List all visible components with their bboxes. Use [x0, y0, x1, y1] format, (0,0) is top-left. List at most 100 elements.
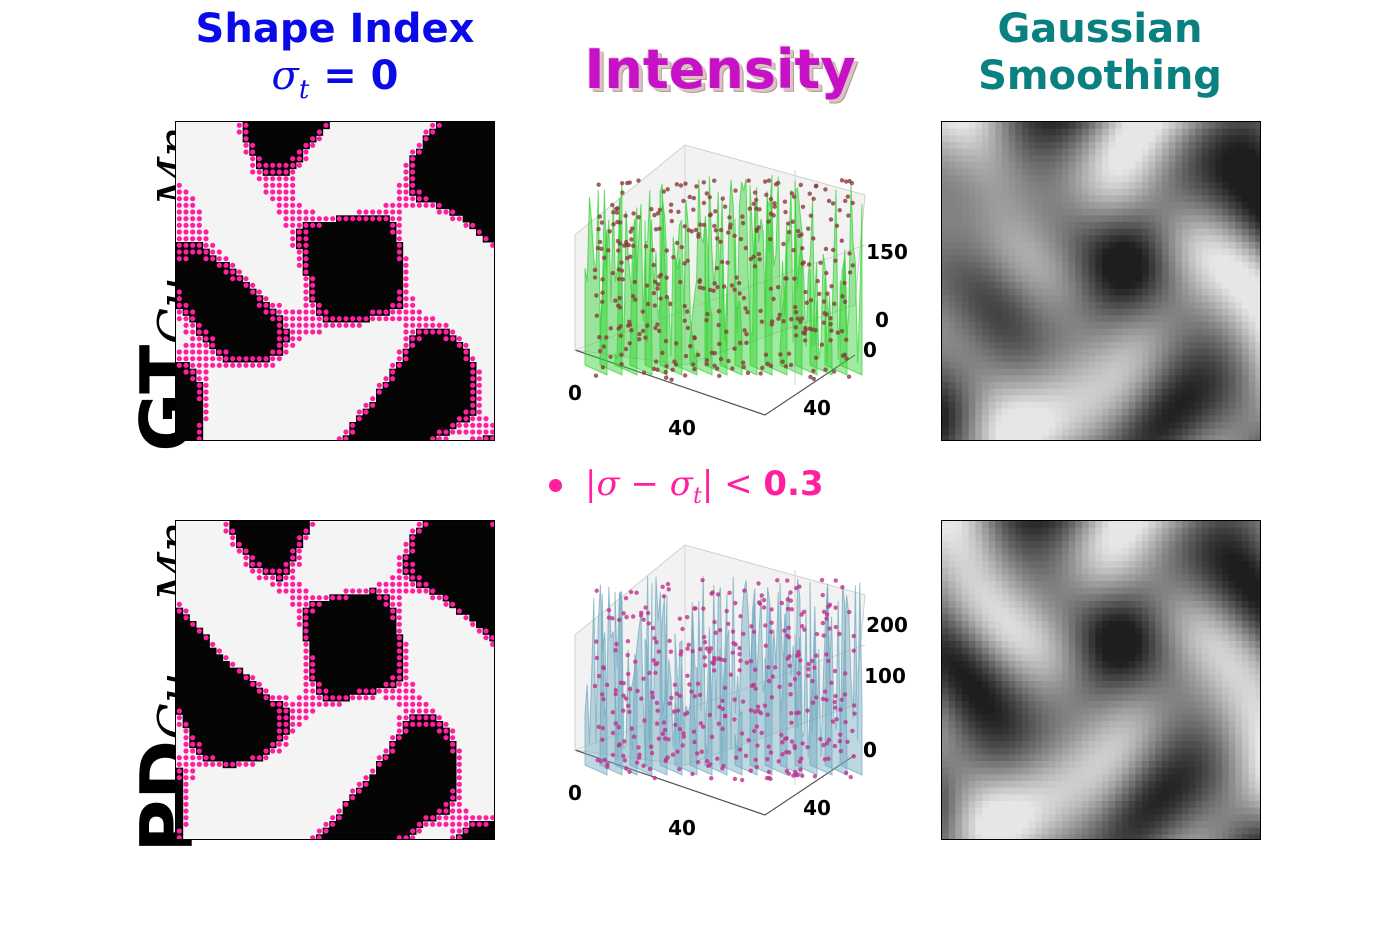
dark-cell: [456, 375, 464, 383]
dark-cell: [396, 415, 404, 423]
intensity-point: [682, 318, 687, 323]
dark-cell: [209, 674, 217, 682]
dark-cell: [482, 195, 490, 203]
gray-cell: [1035, 328, 1043, 336]
dark-cell: [382, 781, 390, 789]
intensity-point: [753, 206, 759, 211]
dark-cell: [356, 681, 364, 689]
dark-cell: [456, 534, 464, 542]
dark-cell: [476, 142, 484, 150]
gray-cell: [1028, 248, 1036, 256]
contour-point: [356, 209, 362, 215]
surface-band: [644, 576, 668, 776]
intensity-point: [839, 238, 845, 243]
contour-point: [276, 748, 282, 754]
intensity-point: [624, 614, 629, 620]
dark-cell: [189, 435, 197, 440]
intensity-point: [749, 624, 754, 629]
gray-cell: [1048, 308, 1056, 316]
dark-cell: [449, 567, 457, 575]
dark-cell: [336, 607, 344, 615]
dark-cell: [282, 155, 290, 163]
dark-cell: [476, 521, 484, 529]
gray-cell: [1122, 362, 1130, 370]
contour-point: [176, 289, 182, 295]
gray-cell: [1048, 188, 1056, 196]
gray-cell: [982, 435, 990, 440]
contour-point: [283, 708, 289, 714]
dark-cell: [456, 175, 464, 183]
dark-cell: [449, 195, 457, 203]
gray-cell: [1115, 208, 1123, 216]
dark-cell: [289, 135, 297, 143]
dark-cell: [322, 621, 330, 629]
dark-cell: [416, 774, 424, 782]
dark-cell: [342, 288, 350, 296]
contour-point: [463, 828, 469, 834]
intensity-point: [780, 740, 785, 745]
contour-point: [243, 561, 249, 567]
gray-cell: [982, 288, 990, 296]
dark-cell: [356, 814, 364, 822]
dark-cell: [389, 262, 397, 270]
dark-cell: [329, 661, 337, 669]
dark-cell: [262, 734, 270, 742]
gray-cell: [1088, 188, 1096, 196]
gray-cell: [1048, 375, 1056, 383]
gray-cell: [1028, 322, 1036, 330]
dark-cell: [416, 168, 424, 176]
dark-cell: [422, 727, 430, 735]
gray-cell: [988, 402, 996, 410]
gray-cell: [1088, 148, 1096, 156]
dark-cell: [376, 787, 384, 795]
gray-cell: [1062, 262, 1070, 270]
intensity-point: [704, 758, 710, 764]
gray-cell: [1048, 295, 1056, 303]
contour-point: [330, 322, 336, 328]
dark-cell: [336, 275, 344, 283]
dark-cell: [356, 627, 364, 635]
dark-cell: [402, 821, 410, 829]
contour-point: [310, 289, 316, 295]
gray-cell: [1015, 342, 1023, 350]
dark-cell: [416, 395, 424, 403]
dark-cell: [336, 242, 344, 250]
intensity-point: [640, 309, 646, 314]
dark-cell: [482, 168, 490, 176]
dark-cell: [176, 627, 184, 635]
dark-cell: [289, 541, 297, 549]
contour-point: [176, 302, 182, 308]
dark-cell: [216, 701, 224, 709]
z-tick-label: 150: [866, 240, 908, 264]
dark-cell: [256, 142, 264, 150]
contour-point: [183, 216, 189, 222]
gray-cell: [975, 435, 983, 440]
dark-cell: [409, 747, 417, 755]
contour-point: [196, 748, 202, 754]
intensity-point: [766, 775, 772, 781]
contour-point: [183, 256, 189, 262]
contour-point: [476, 429, 482, 435]
gray-cell: [1028, 162, 1036, 170]
gray-cell: [962, 308, 970, 316]
gray-cell: [962, 435, 970, 440]
intensity-point: [742, 328, 747, 333]
dark-cell: [482, 527, 490, 535]
dark-cell: [429, 767, 437, 775]
gray-cell: [1028, 195, 1036, 203]
contour-point: [416, 322, 422, 328]
intensity-point: [776, 759, 781, 764]
dark-cell: [249, 741, 257, 749]
gray-cell: [948, 275, 956, 283]
dark-cell: [189, 255, 197, 263]
dark-cell: [196, 701, 204, 709]
dark-cell: [469, 607, 477, 615]
gray-cell: [1068, 402, 1076, 410]
gray-cell: [1115, 355, 1123, 363]
gray-cell: [1108, 235, 1116, 243]
dark-cell: [442, 534, 450, 542]
intensity-point: [815, 278, 820, 284]
gray-cell: [1048, 422, 1056, 430]
contour-point: [250, 142, 256, 148]
gray-cell: [942, 342, 950, 350]
